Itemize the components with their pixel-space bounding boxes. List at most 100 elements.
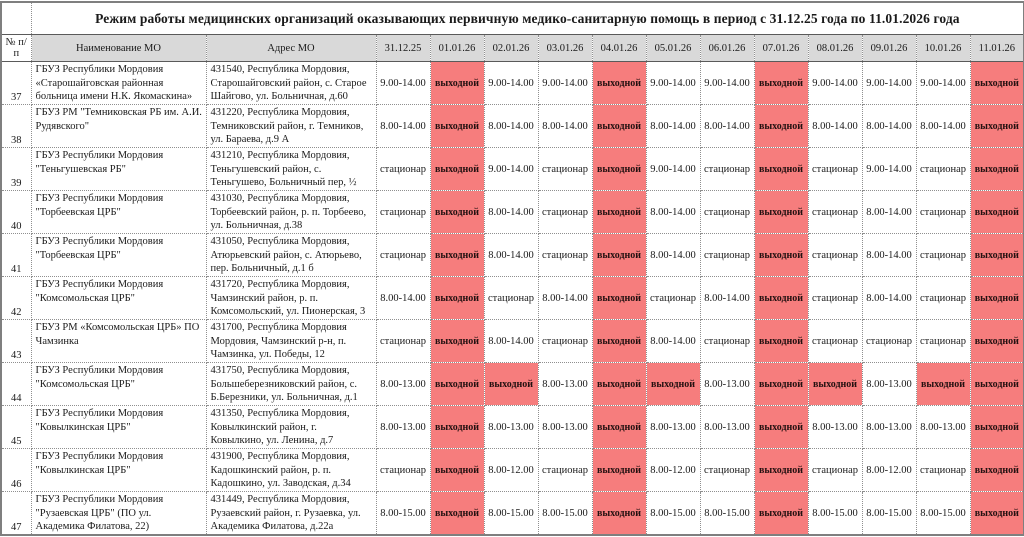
mo-address-cell: 431050, Республика Мордовия, Атюрьевский… (205, 233, 377, 278)
schedule-cell: 8.00-15.00 (645, 491, 701, 536)
weekend-cell: выходной (969, 319, 1024, 364)
table-row: 47 ГБУЗ Республики Мордовия "Рузаевская Ц… (0, 491, 1024, 536)
table-row: 40 ГБУЗ Республики Мордовия "Торбеевская … (0, 190, 1024, 235)
schedule-cell: стационар (699, 448, 755, 493)
schedule-cell: 8.00-14.00 (375, 104, 431, 149)
schedule-cell: 8.00-14.00 (861, 104, 917, 149)
mo-name-cell: ГБУЗ Республики Мордовия "Рузаевская ЦРБ… (30, 491, 207, 536)
schedule-cell: 8.00-14.00 (861, 276, 917, 321)
schedule-cell: 8.00-14.00 (699, 104, 755, 149)
schedule-cell: 8.00-13.00 (375, 405, 431, 450)
schedule-cell: 8.00-13.00 (915, 405, 971, 450)
column-header-date: 31.12.25 (375, 34, 431, 62)
weekend-cell: выходной (591, 362, 647, 407)
table-row: 46 ГБУЗ Республики Мордовия "Ковылкинская… (0, 448, 1024, 493)
schedule-cell: 8.00-12.00 (861, 448, 917, 493)
schedule-cell: 8.00-15.00 (915, 491, 971, 536)
schedule-cell: 8.00-12.00 (645, 448, 701, 493)
weekend-cell: выходной (429, 405, 485, 450)
weekend-cell: выходной (969, 60, 1024, 106)
weekend-cell: выходной (753, 362, 809, 407)
mo-number-cell: 46 (0, 448, 32, 493)
schedule-cell: 9.00-14.00 (699, 60, 755, 106)
column-header-date: 03.01.26 (537, 34, 593, 62)
schedule-cell: 8.00-13.00 (861, 362, 917, 407)
weekend-cell: выходной (645, 362, 701, 407)
schedule-cell: 8.00-13.00 (699, 362, 755, 407)
column-header-number: № п/п (0, 34, 32, 62)
schedule-cell: 8.00-13.00 (375, 362, 431, 407)
schedule-cell: стационар (915, 276, 971, 321)
schedule-cell: стационар (537, 233, 593, 278)
weekend-cell: выходной (753, 60, 809, 106)
schedule-cell: 8.00-14.00 (645, 190, 701, 235)
weekend-cell: выходной (753, 491, 809, 536)
schedule-cell: стационар (537, 147, 593, 192)
weekend-cell: выходной (591, 147, 647, 192)
weekend-cell: выходной (591, 491, 647, 536)
mo-address-cell: 431700, Республика Мордовия Мордовия, Ча… (205, 319, 377, 364)
schedule-cell: 8.00-14.00 (537, 104, 593, 149)
schedule-cell: стационар (807, 233, 863, 278)
weekend-cell: выходной (969, 104, 1024, 149)
weekend-cell: выходной (483, 362, 539, 407)
weekend-cell: выходной (969, 276, 1024, 321)
weekend-cell: выходной (753, 319, 809, 364)
schedule-cell: 8.00-14.00 (483, 104, 539, 149)
weekend-cell: выходной (429, 60, 485, 106)
column-header-mo-address: Адрес МО (205, 34, 377, 62)
mo-name-cell: ГБУЗ РМ "Темниковская РБ им. А.И. Рудявс… (30, 104, 207, 149)
mo-name-cell: ГБУЗ Республики Мордовия "Комсомольская … (30, 362, 207, 407)
weekend-cell: выходной (969, 362, 1024, 407)
mo-address-cell: 431750, Республика Мордовия, Большеберез… (205, 362, 377, 407)
schedule-cell: стационар (915, 233, 971, 278)
schedule-cell: 8.00-14.00 (375, 276, 431, 321)
column-header-date: 07.01.26 (753, 34, 809, 62)
table-row: 45 ГБУЗ Республики Мордовия "Ковылкинская… (0, 405, 1024, 450)
schedule-cell: 8.00-14.00 (483, 319, 539, 364)
column-header-date: 11.01.26 (969, 34, 1024, 62)
schedule-cell: 8.00-12.00 (483, 448, 539, 493)
weekend-cell: выходной (753, 276, 809, 321)
weekend-cell: выходной (969, 147, 1024, 192)
schedule-cell: 9.00-14.00 (645, 60, 701, 106)
mo-address-cell: 431210, Республика Мордовия, Теньгушевск… (205, 147, 377, 192)
mo-address-cell: 431350, Республика Мордовия, Ковылкински… (205, 405, 377, 450)
weekend-cell: выходной (591, 319, 647, 364)
weekend-cell: выходной (591, 233, 647, 278)
schedule-cell: 9.00-14.00 (861, 147, 917, 192)
table-row: 42 ГБУЗ Республики Мордовия "Комсомольска… (0, 276, 1024, 321)
schedule-cell: 9.00-14.00 (645, 147, 701, 192)
schedule-cell: стационар (807, 190, 863, 235)
mo-name-cell: ГБУЗ Республики Мордовия "Торбеевская ЦР… (30, 190, 207, 235)
schedule-cell: 8.00-14.00 (861, 190, 917, 235)
mo-number-cell: 47 (0, 491, 32, 536)
schedule-cell: 8.00-15.00 (483, 491, 539, 536)
schedule-cell: 8.00-15.00 (537, 491, 593, 536)
weekend-cell: выходной (591, 448, 647, 493)
schedule-cell: стационар (537, 448, 593, 493)
schedule-cell: стационар (645, 276, 701, 321)
mo-name-cell: ГБУЗ Республики Мордовия "Теньгушевская … (30, 147, 207, 192)
schedule-cell: 8.00-13.00 (537, 405, 593, 450)
weekend-cell: выходной (969, 190, 1024, 235)
table-row: 38 ГБУЗ РМ "Темниковская РБ им. А.И. Рудя… (0, 104, 1024, 149)
weekend-cell: выходной (753, 405, 809, 450)
schedule-cell: стационар (375, 233, 431, 278)
schedule-cell: 8.00-13.00 (699, 405, 755, 450)
column-header-date: 09.01.26 (861, 34, 917, 62)
mo-name-cell: ГБУЗ Республики Мордовия "Ковылкинская Ц… (30, 448, 207, 493)
weekend-cell: выходной (753, 104, 809, 149)
schedule-cell: 8.00-13.00 (645, 405, 701, 450)
weekend-cell: выходной (429, 233, 485, 278)
column-header-mo-name: Наименование МО (30, 34, 207, 62)
schedule-cell: 8.00-14.00 (915, 104, 971, 149)
schedule-cell: стационар (915, 448, 971, 493)
schedule-cell: стационар (537, 319, 593, 364)
schedule-cell: 8.00-15.00 (861, 491, 917, 536)
title-row: Режим работы медицинских организаций ока… (0, 1, 1024, 35)
weekend-cell: выходной (753, 190, 809, 235)
schedule-cell: 8.00-15.00 (375, 491, 431, 536)
title-corner-cell (0, 1, 32, 35)
